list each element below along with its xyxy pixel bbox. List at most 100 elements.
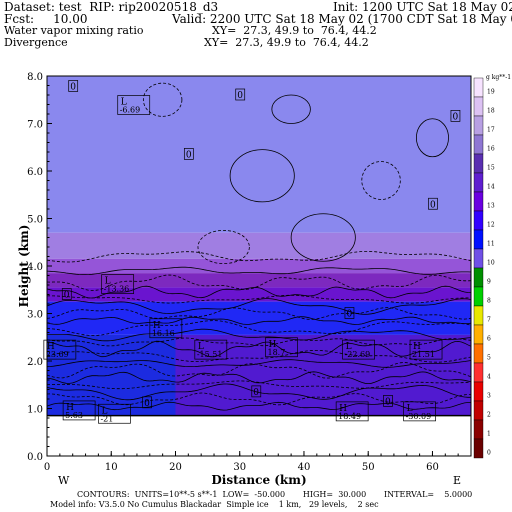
valid-time-label: Valid: 2200 UTC Sat 18 May 02 (1700 CDT … [172, 12, 512, 26]
x-axis-east-label: E [453, 474, 461, 487]
zero-contour-label: 0 [237, 91, 243, 101]
extremum-box [265, 337, 298, 358]
extremum-kind: H [339, 404, 347, 414]
x-tick-label: 50 [362, 462, 375, 473]
zero-contour-label: 0 [70, 82, 76, 92]
model-info: Model info: V3.5.0 No Cumulus Blackadar … [50, 500, 379, 509]
field2-name: Divergence [4, 36, 68, 49]
zero-contour-label: 0 [253, 388, 259, 398]
zero-contour-label: 0 [64, 291, 70, 301]
y-tick-label: 3.0 [27, 310, 43, 321]
x-tick-label: 60 [426, 462, 439, 473]
closed-contour-2 [290, 213, 356, 262]
init-time-label: Init: 1200 UTC Sat 18 May 02 [333, 0, 512, 14]
closed-contour-0 [229, 149, 295, 203]
colorbar-swatch [473, 210, 484, 231]
extremum-box [101, 274, 135, 294]
shading-band-0 [47, 76, 471, 233]
divergence-contour-8 [47, 340, 472, 358]
divergence-contour-3 [47, 380, 472, 390]
x-tick-label: 10 [105, 462, 118, 473]
y-tick-label: 5.0 [27, 215, 43, 226]
divergence-contour-9 [46, 337, 472, 347]
colorbar-label: 11 [487, 241, 495, 248]
x-tick-label: 40 [298, 462, 311, 473]
zero-label-box [142, 396, 152, 409]
divergence-contours [46, 82, 472, 411]
contours-info: CONTOURS: UNITS=10**-5 s**-1 LOW= -50.00… [77, 490, 473, 499]
colorbar-swatch [473, 153, 484, 174]
x-tick-label: 30 [233, 462, 246, 473]
colorbar-swatch [473, 286, 484, 307]
zero-contour-label: 0 [452, 112, 458, 122]
extremum-box [342, 339, 375, 360]
colorbar-label: 18 [487, 108, 495, 115]
colorbar-label: 5 [487, 355, 491, 362]
extremum-value: 18.49 [338, 412, 361, 421]
colorbar-swatch [473, 362, 484, 383]
colorbar-swatch [473, 438, 484, 459]
divergence-contour-18 [46, 266, 472, 275]
divergence-contour-10 [47, 328, 472, 342]
y-tick-label: 1.0 [27, 405, 43, 416]
divergence-contour-1 [46, 392, 471, 406]
dataset-label: Dataset: test RIP: rip20020518_d3 [4, 0, 219, 14]
extremum-kind: L [105, 277, 111, 287]
colorbar-label: 10 [487, 260, 495, 267]
contour-labels: L-6.69L-13.36H16.16L-15.51H18.7L-22.69H2… [43, 80, 461, 424]
extremum-value: -22.69 [345, 350, 371, 359]
zero-label-box [68, 80, 79, 92]
colorbar-swatch [473, 343, 484, 364]
extremum-box [62, 400, 96, 421]
field1-name: Water vapor mixing ratio [4, 24, 144, 37]
colorbar-unit-label: g kg**-1 [486, 74, 511, 81]
extremum-kind: L [407, 404, 413, 414]
divergence-contour-15 [46, 294, 471, 304]
extremum-value: -21 [100, 414, 113, 423]
zero-label-box [344, 307, 355, 319]
colorbar-label: 16 [487, 146, 495, 153]
colorbar-swatch [473, 381, 484, 402]
zero-label-box [450, 110, 461, 122]
zero-label-box [61, 288, 72, 300]
shading-band-1 [47, 232, 471, 259]
colorbar-label: 1 [487, 431, 491, 438]
colorbar-swatch [473, 248, 484, 269]
extremum-box [194, 339, 228, 360]
extremum-value: 5.63 [65, 411, 83, 420]
divergence-contour-13 [46, 307, 472, 320]
zero-contour-label: 0 [186, 150, 192, 160]
extremum-value: -13.36 [104, 285, 130, 294]
divergence-contour-5 [46, 362, 472, 379]
colorbar-swatch [473, 267, 484, 288]
divergence-contour-2 [46, 383, 471, 401]
divergence-contour-11 [46, 320, 472, 336]
extremum-kind: L [121, 98, 127, 108]
colorbar-swatch [473, 419, 484, 440]
mixing-ratio-shading [47, 76, 471, 456]
y-tick-label: 0.0 [27, 452, 43, 463]
zero-contour-label: 0 [144, 399, 150, 409]
closed-contour-6 [415, 118, 449, 158]
extremum-kind: H [47, 342, 55, 352]
colorbar-label: 0 [487, 450, 491, 457]
colorbar-label: 15 [487, 165, 495, 172]
extremum-box [43, 339, 77, 360]
y-tick-label: 7.0 [27, 120, 43, 131]
extremum-box [98, 403, 131, 424]
colorbar-swatch [473, 305, 484, 326]
shading-band-4 [47, 287, 471, 302]
divergence-contour-7 [46, 350, 472, 363]
extremum-value: 21.51 [412, 350, 435, 359]
extremum-box [117, 95, 151, 115]
colorbar-swatch [473, 96, 484, 117]
extremum-kind: H [66, 403, 74, 413]
extremum-value: -15.51 [197, 350, 223, 359]
colorbar-swatch [473, 134, 484, 155]
extremum-value: -6.69 [120, 106, 141, 115]
divergence-contour-14 [46, 298, 472, 315]
colorbar-swatch [473, 191, 484, 212]
extremum-kind: H [153, 321, 161, 331]
zero-label-box [383, 395, 393, 407]
